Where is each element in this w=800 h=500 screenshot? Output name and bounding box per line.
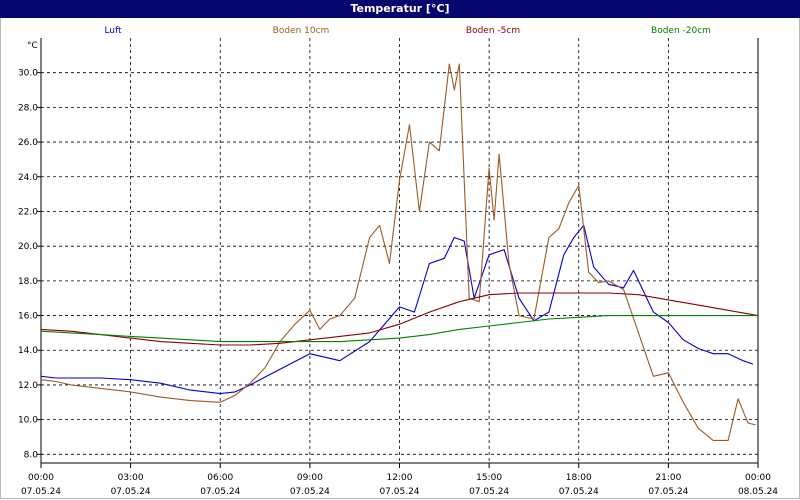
x-tick-time: 06:00 [207, 473, 233, 483]
temperature-chart: Luft Boden 10cm Boden -5cm Boden -20cm 8.0 1… [18, 26, 778, 497]
x-tick-date: 08.05.24 [738, 487, 778, 497]
legend-entry: Boden -5cm [466, 26, 520, 36]
y-tick-label: 20.0 [18, 242, 38, 252]
x-tick-time: 00:00 [745, 473, 771, 483]
x-tick-time: 21:00 [655, 473, 681, 483]
x-tick-time: 18:00 [566, 473, 592, 483]
x-tick-time: 15:00 [476, 473, 502, 483]
y-tick-label: 24.0 [18, 173, 38, 183]
series-line-luft [40, 224, 754, 395]
axes [37, 38, 759, 468]
x-tick-date: 07.05.24 [379, 487, 419, 497]
y-tick-label: 16.0 [18, 312, 38, 322]
x-tick-date: 07.05.24 [469, 487, 509, 497]
series-line-boden-20cm [40, 315, 758, 343]
y-tick-label: 10.0 [18, 416, 38, 426]
grid [41, 38, 758, 463]
series-line-boden-5cm [40, 292, 759, 346]
x-tick-time: 09:00 [297, 473, 323, 483]
series-line-boden-10cm [40, 63, 756, 441]
y-tick-label: 18.0 [18, 277, 38, 287]
y-tick-label: 14.0 [18, 346, 38, 356]
y-tick-label: 12.0 [18, 381, 38, 391]
series-lines [40, 63, 759, 441]
x-tick-date: 07.05.24 [111, 487, 151, 497]
x-tick-time: 12:00 [387, 473, 413, 483]
x-tick-date: 07.05.24 [200, 487, 240, 497]
y-tick-label: 26.0 [18, 138, 38, 148]
x-tick-date: 07.05.24 [648, 487, 688, 497]
tick-labels: 8.0 10.0 12.0 14.0 16.0 18.0 20.0 22.0 24.0 26.0 2… [18, 41, 778, 497]
chart-title: Temperatur [°C] [0, 0, 800, 18]
x-tick-time: 03:00 [118, 473, 144, 483]
x-tick-time: 00:00 [28, 473, 54, 483]
x-tick-date: 07.05.24 [21, 487, 61, 497]
legend-entry: Luft [104, 26, 122, 36]
legend-entry: Boden -20cm [651, 26, 711, 36]
y-tick-label: 30.0 [18, 69, 38, 79]
y-tick-label: 8.0 [24, 450, 39, 460]
x-tick-date: 07.05.24 [290, 487, 330, 497]
chart-frame: Luft Boden 10cm Boden -5cm Boden -20cm 8.0 1… [0, 18, 800, 499]
y-tick-label: 28.0 [18, 103, 38, 113]
y-axis-unit: °C [27, 41, 38, 51]
y-tick-label: 22.0 [18, 207, 38, 217]
legend-entry: Boden 10cm [273, 26, 330, 36]
x-tick-date: 07.05.24 [559, 487, 599, 497]
legend: Luft Boden 10cm Boden -5cm Boden -20cm [104, 26, 711, 36]
